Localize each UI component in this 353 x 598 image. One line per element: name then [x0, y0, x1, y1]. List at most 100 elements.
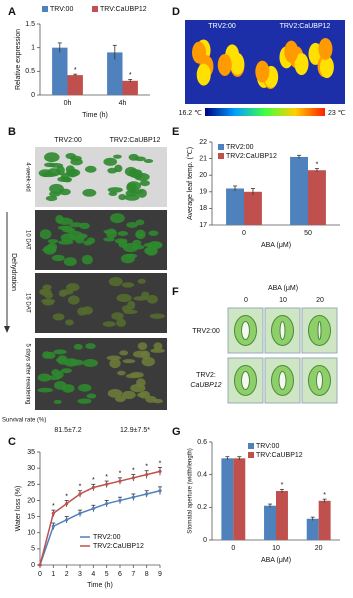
- leaf: [64, 227, 76, 233]
- significance: *: [79, 484, 82, 491]
- pore: [317, 321, 322, 340]
- leaf: [111, 312, 124, 320]
- leaf: [113, 154, 122, 159]
- y-tick-label: 0.5: [25, 68, 35, 75]
- y-tick-label: 17: [199, 222, 207, 229]
- x-tick-label: 5: [105, 571, 109, 578]
- leaf: [85, 343, 96, 350]
- leaf: [103, 157, 118, 166]
- pore: [279, 321, 286, 340]
- pore: [241, 321, 250, 340]
- x-tick-label: 6: [118, 571, 122, 578]
- leaf: [114, 164, 123, 173]
- row-label: 4-week-old: [24, 162, 30, 191]
- y-axis-title: Average leaf temp. (℃): [187, 147, 194, 220]
- point: [78, 511, 82, 515]
- bar: [233, 458, 246, 540]
- point: [91, 485, 95, 490]
- y-tick-label: 0: [203, 537, 207, 544]
- leaf: [109, 358, 121, 369]
- x-tick-label: 8: [145, 571, 149, 578]
- x-tick-label: 20: [315, 545, 323, 552]
- column-label: TRV2:CaUBP12: [280, 23, 331, 30]
- leaf: [49, 163, 64, 168]
- panel-letter: A: [8, 6, 16, 18]
- y-tick-label: 0.6: [197, 439, 207, 446]
- leaf: [129, 371, 144, 378]
- bar: [244, 191, 262, 225]
- point: [51, 511, 55, 515]
- y-tick-label: 1: [31, 45, 35, 52]
- x-tick-label: 0: [242, 230, 246, 237]
- leaf: [133, 296, 149, 301]
- y-tick-label: 10: [27, 530, 35, 537]
- leaf: [52, 313, 65, 321]
- bar: [308, 170, 326, 225]
- leaf: [153, 342, 163, 351]
- leaf-heat: [318, 38, 333, 61]
- leaf: [119, 350, 129, 356]
- leaf: [135, 229, 146, 240]
- leaf: [143, 159, 154, 164]
- leaf: [47, 239, 59, 244]
- leaf: [39, 229, 52, 240]
- column-label: TRV2:CaUBP12: [110, 137, 161, 144]
- bar: [122, 80, 138, 95]
- pore: [316, 371, 323, 390]
- point: [145, 492, 149, 496]
- leaf-heat: [196, 63, 211, 86]
- y-tick-label: 20: [199, 172, 207, 179]
- legend-swatch: [218, 153, 224, 159]
- y-tick-label: 18: [199, 205, 207, 212]
- x-axis-title: ABA (μM): [261, 557, 291, 564]
- leaf: [60, 233, 76, 242]
- leaf: [55, 370, 64, 379]
- leaf: [57, 176, 71, 183]
- point: [38, 563, 42, 567]
- leaf: [77, 398, 92, 404]
- leaf: [106, 355, 122, 361]
- leaf: [60, 368, 72, 374]
- point: [105, 482, 109, 486]
- legend-swatch: [92, 6, 98, 12]
- significance: *: [316, 161, 319, 168]
- point: [131, 476, 135, 480]
- legend-swatch: [218, 144, 224, 150]
- leaf: [86, 393, 97, 399]
- y-axis-title: Relative expression: [15, 29, 22, 90]
- leaf: [134, 172, 150, 181]
- legend-label: TRV2:00: [226, 144, 254, 151]
- axis-label: ABA (μM): [268, 285, 298, 292]
- x-tick-label: 7: [131, 571, 135, 578]
- leaf: [82, 188, 97, 197]
- leaf-heat: [284, 40, 299, 63]
- scale-label: 23 ℃: [328, 110, 346, 117]
- leaf: [44, 152, 60, 163]
- y-axis-title: Water loss (%): [15, 486, 22, 532]
- leaf: [116, 318, 126, 327]
- leaf: [137, 278, 146, 284]
- point: [158, 469, 162, 473]
- leaf: [141, 350, 151, 360]
- point: [118, 498, 122, 503]
- x-tick-label: 50: [304, 230, 312, 237]
- survival-value: 81.5±7.2: [54, 427, 81, 434]
- leaf: [125, 253, 138, 259]
- arrow-head: [4, 326, 10, 333]
- x-tick-label: 4: [91, 571, 95, 578]
- leaf: [55, 214, 64, 224]
- leaf: [56, 357, 66, 363]
- leaf: [44, 292, 54, 299]
- bar: [67, 75, 83, 95]
- leaf: [102, 321, 116, 327]
- leaf: [145, 246, 158, 256]
- legend-swatch: [248, 452, 254, 458]
- panel-letter: D: [172, 6, 180, 18]
- y-tick-label: 20: [27, 497, 35, 504]
- bar: [276, 491, 288, 540]
- x-tick-label: 10: [272, 545, 280, 552]
- leaf: [82, 359, 98, 367]
- bar: [290, 156, 308, 225]
- leaf: [66, 283, 80, 292]
